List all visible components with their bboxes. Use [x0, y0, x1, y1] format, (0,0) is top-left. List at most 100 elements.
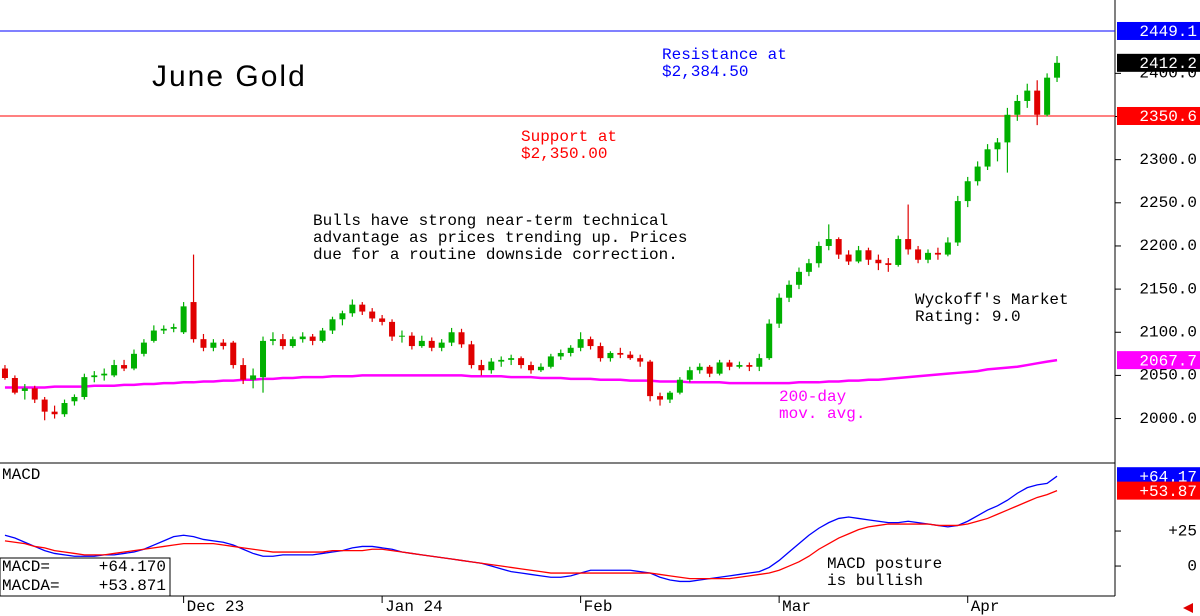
price-tag-label: 2449.1 [1139, 23, 1197, 41]
candle-body [250, 375, 257, 380]
candle-body [51, 411, 58, 415]
candle-body [389, 321, 396, 337]
candle-body [736, 365, 743, 367]
annotation: mov. avg. [779, 405, 865, 423]
candle-body [150, 330, 157, 341]
annotation: due for a routine downside correction. [313, 246, 678, 264]
legend-label: MACDA= [2, 577, 60, 595]
candle-body [279, 339, 286, 347]
candle-body [875, 259, 882, 264]
candle-body [418, 340, 425, 347]
candle-body [915, 249, 922, 260]
candle-body [1, 368, 8, 378]
candle-body [696, 366, 703, 371]
candle-body [111, 365, 118, 376]
candle-body [71, 396, 78, 402]
candle-body [91, 375, 98, 378]
price-tag [1117, 106, 1200, 125]
candle-body [984, 149, 991, 167]
candle-body [795, 271, 802, 285]
candle-body [140, 342, 147, 354]
readout-value: +53.871 [99, 577, 166, 595]
candle-body [706, 366, 713, 374]
candle-body [299, 336, 306, 340]
candle-body [617, 352, 624, 355]
annotation: Support at [521, 128, 617, 146]
candle-body [835, 239, 842, 255]
x-tick-label: Jan 24 [385, 598, 443, 616]
price-tag-label: 2350.6 [1139, 108, 1197, 126]
candle-body [825, 239, 832, 246]
candle-body [756, 358, 763, 367]
candle-body [528, 365, 534, 371]
price-tag-label: 2412.2 [1139, 55, 1197, 73]
candle-body [289, 339, 296, 347]
annotation: Rating: 9.0 [915, 308, 1021, 326]
annotation: $2,350.00 [521, 145, 607, 163]
x-tick-label: Dec 23 [187, 598, 245, 616]
y-tick-label: 0 [1187, 557, 1197, 575]
macd-line [4, 490, 1058, 580]
annotation: MACD posture [827, 555, 942, 573]
candle-body [61, 403, 68, 415]
candle-body [776, 297, 783, 324]
candle-body [1044, 77, 1051, 115]
candle-body [220, 342, 227, 347]
candle-body [537, 366, 544, 371]
y-tick-label: 2300.0 [1139, 151, 1197, 169]
candle-body [41, 399, 48, 412]
candle-body [508, 358, 515, 360]
candle-body [845, 254, 852, 262]
y-tick-label: 2000.0 [1139, 410, 1197, 428]
candle-body [269, 339, 276, 341]
candle-body [964, 181, 971, 202]
candle-body [21, 388, 28, 391]
candle-body [557, 352, 564, 357]
candle-body [627, 354, 634, 359]
x-tick-label: Mar [782, 598, 811, 616]
y-tick-label: 2050.0 [1139, 367, 1197, 385]
candle-body [200, 339, 207, 348]
candle-body [885, 263, 892, 265]
candle-body [547, 356, 554, 367]
moving-average [4, 358, 1058, 389]
candle-body [329, 319, 336, 331]
y-tick-label: 2200.0 [1139, 237, 1197, 255]
candle-body [1024, 90, 1031, 101]
readout-box [0, 557, 171, 597]
candle-body [210, 342, 217, 348]
scroll-arrow[interactable] [1183, 603, 1193, 613]
macd-tag [1117, 481, 1200, 500]
candle-body [686, 370, 693, 380]
candle-body [379, 318, 386, 322]
y-tick-label: +25 [1168, 522, 1197, 540]
annotation: Resistance at [662, 46, 787, 64]
candle-body [746, 365, 753, 367]
annotation: Wyckoff's Market [915, 291, 1069, 309]
candle-body [726, 362, 733, 367]
price-tag [1117, 351, 1200, 370]
price-tag [1117, 53, 1200, 72]
legend-label: MACD= [2, 558, 50, 576]
readout-value: +64.170 [99, 558, 166, 576]
candle-body [349, 304, 356, 314]
candle-body [954, 201, 961, 243]
candle-body [716, 362, 723, 374]
candle-body [478, 365, 485, 371]
candle-body [676, 379, 683, 393]
candle-body [607, 352, 614, 359]
candle-body [637, 358, 644, 362]
candle-body [468, 344, 475, 366]
candle-body [160, 328, 167, 331]
candle-body [31, 388, 38, 400]
candle-body [766, 323, 773, 359]
candle-body [934, 252, 941, 255]
candle-body [408, 335, 415, 347]
candle-body [180, 306, 187, 333]
candle-body [240, 365, 247, 380]
annotation: $2,384.50 [662, 63, 748, 81]
candle-body [170, 327, 177, 329]
candle-body [666, 392, 673, 400]
price-tag [1117, 21, 1200, 40]
